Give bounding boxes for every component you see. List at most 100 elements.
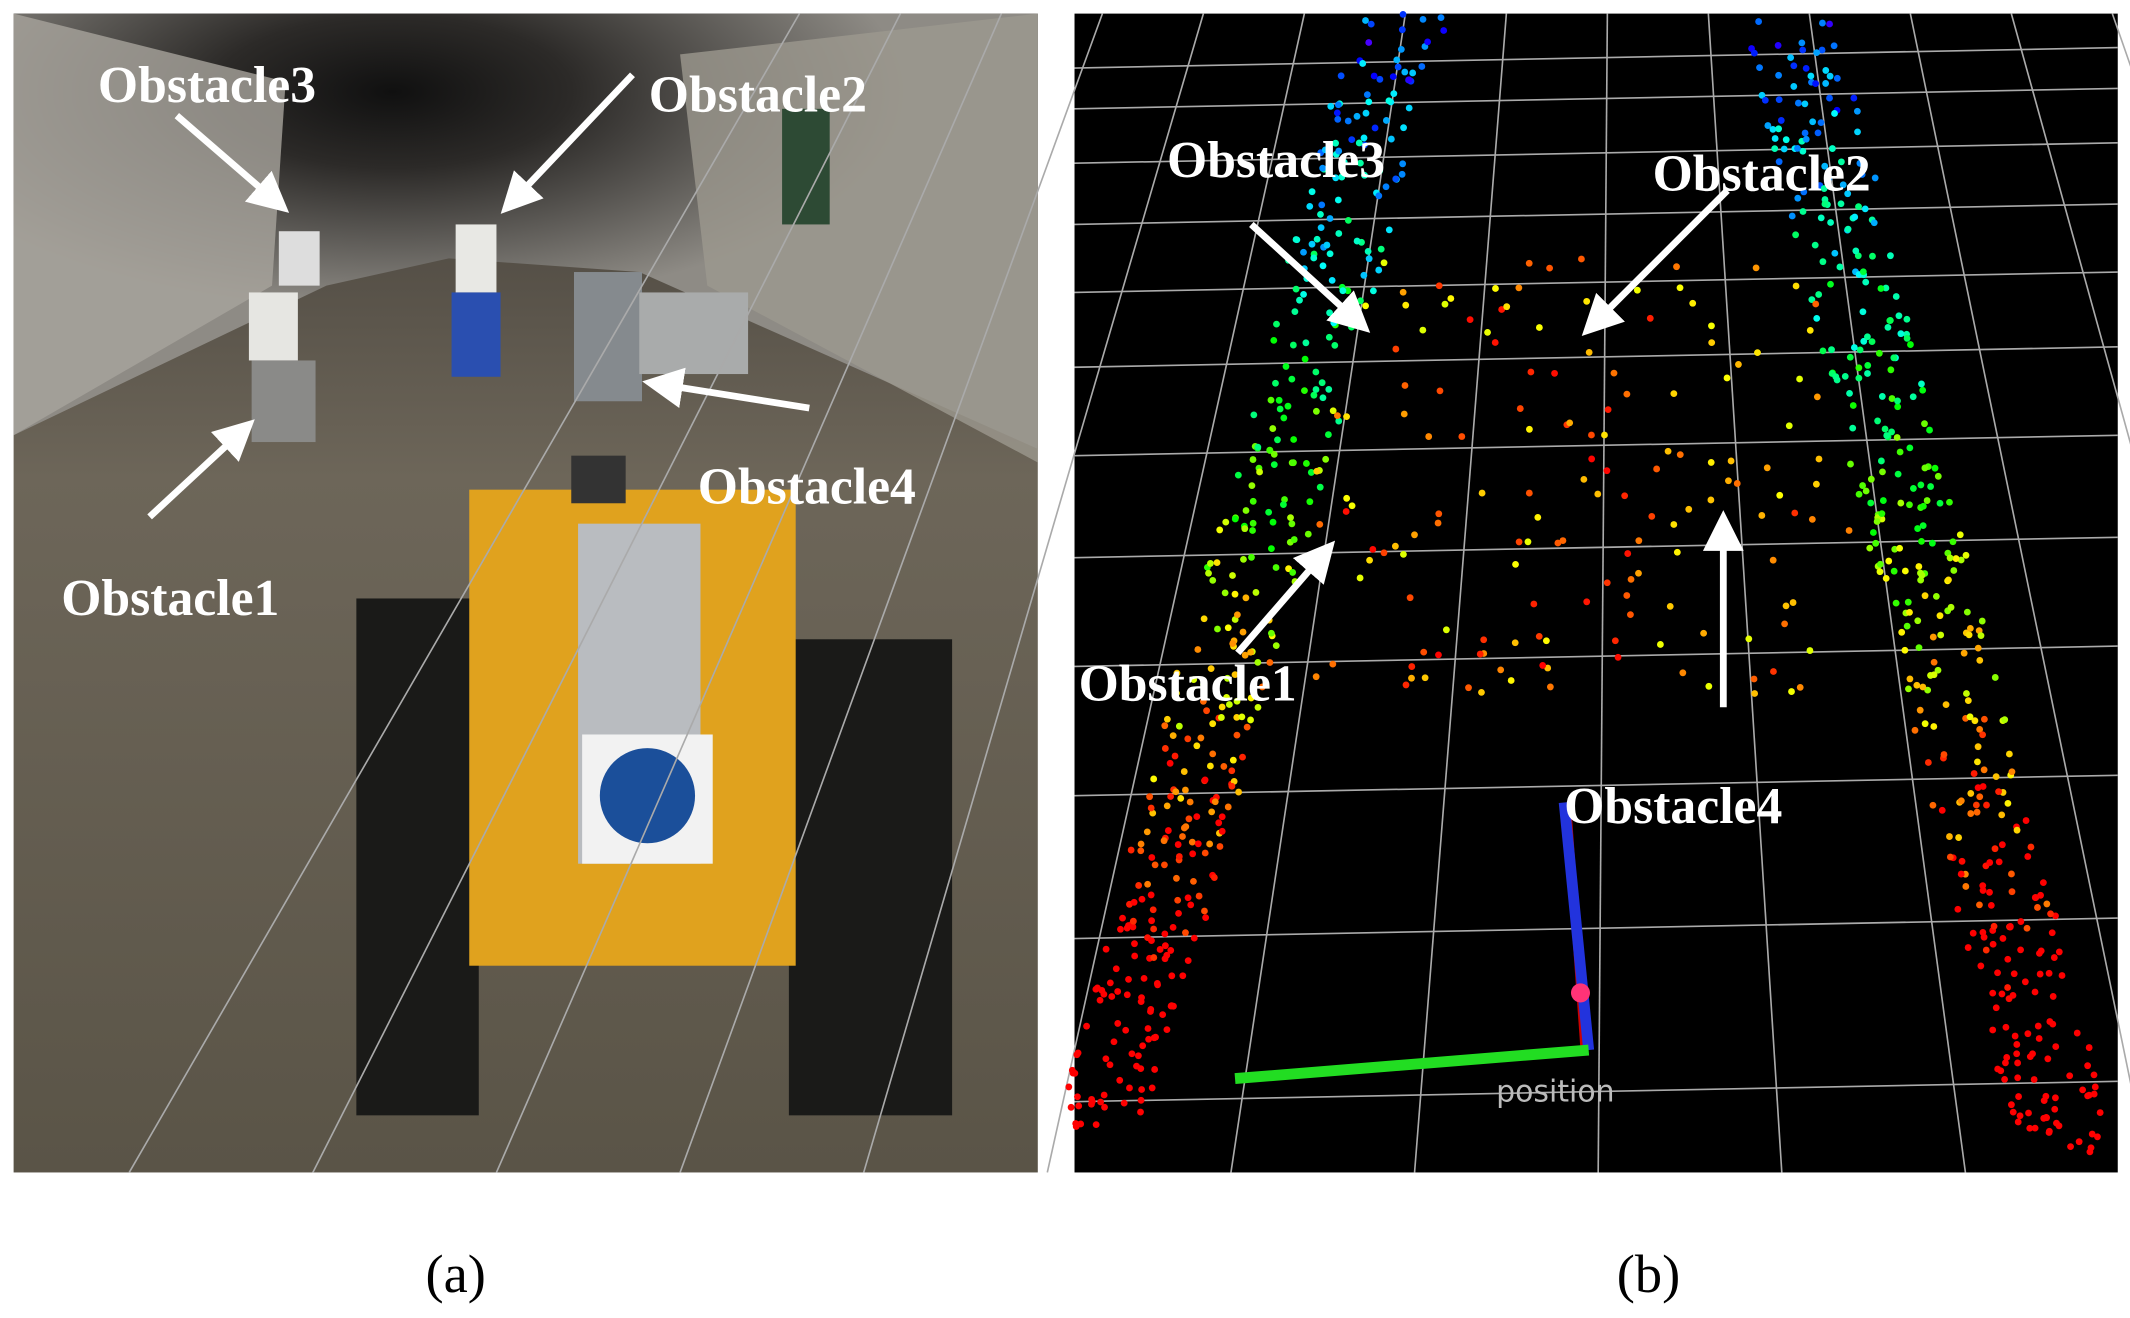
point — [1990, 922, 1998, 930]
point — [1344, 117, 1352, 125]
point — [1308, 240, 1316, 248]
point — [1319, 164, 1327, 172]
point — [1397, 45, 1405, 53]
point — [1374, 147, 1382, 155]
point — [1274, 436, 1281, 444]
point — [1821, 200, 1829, 208]
point — [1360, 271, 1368, 279]
point — [1967, 790, 1975, 797]
point — [1670, 390, 1678, 398]
point — [2009, 1108, 2017, 1116]
point — [1879, 497, 1887, 504]
point — [1898, 628, 1906, 636]
point — [2002, 1059, 2009, 1067]
point — [1340, 158, 1348, 166]
point — [1122, 1026, 1130, 1034]
point — [1327, 102, 1335, 110]
point — [1859, 268, 1867, 276]
point — [1969, 929, 1977, 937]
grid-line — [1074, 774, 2118, 797]
point — [1242, 594, 1250, 602]
grid-line — [1413, 13, 1508, 1173]
point — [1524, 538, 1532, 546]
point — [1363, 91, 1371, 99]
point — [2014, 1059, 2022, 1067]
point — [1627, 611, 1634, 619]
point — [1867, 499, 1875, 507]
point — [1399, 288, 1407, 296]
point — [2058, 972, 2066, 979]
point — [1583, 297, 1591, 305]
point — [1580, 476, 1588, 483]
point — [1755, 18, 1763, 25]
point — [1211, 798, 1219, 806]
point — [1987, 901, 1995, 909]
point — [1945, 576, 1952, 584]
point — [1673, 263, 1680, 271]
point — [1906, 444, 1914, 452]
point — [1203, 707, 1210, 715]
point — [1923, 497, 1931, 504]
point — [1855, 374, 1863, 382]
point-cloud-panel — [128, 10, 2130, 1173]
point — [1791, 509, 1799, 517]
point — [1376, 75, 1384, 83]
annotation: Obstacle1 — [61, 570, 279, 627]
point — [1954, 905, 1962, 913]
point — [1356, 574, 1364, 582]
point — [1484, 328, 1491, 336]
point — [1334, 412, 1341, 420]
point — [1876, 568, 1884, 576]
point — [1708, 339, 1716, 347]
point — [1166, 759, 1174, 767]
point — [1186, 798, 1194, 806]
point — [1164, 827, 1172, 834]
point — [1530, 600, 1538, 608]
point — [1316, 483, 1324, 491]
point — [1801, 129, 1809, 137]
point — [1679, 669, 1687, 677]
point — [1401, 68, 1409, 76]
point — [1249, 456, 1257, 463]
point — [1144, 880, 1152, 888]
grid-line — [1597, 13, 1609, 1173]
point — [1357, 297, 1364, 305]
point — [1846, 389, 1853, 397]
point — [1465, 684, 1472, 692]
point — [1781, 620, 1789, 628]
point — [1790, 62, 1798, 70]
point — [1292, 285, 1300, 293]
point — [1221, 589, 1229, 597]
point — [1914, 525, 1922, 532]
point — [1819, 347, 1827, 355]
point — [1914, 617, 1922, 625]
point — [1100, 1091, 1108, 1099]
point — [1559, 537, 1567, 544]
point — [1310, 254, 1318, 262]
point — [1735, 361, 1742, 368]
point — [1207, 560, 1214, 567]
point — [2004, 799, 2012, 807]
point — [1402, 681, 1410, 689]
point — [1974, 644, 1982, 652]
point — [1621, 492, 1629, 500]
point — [1689, 299, 1697, 307]
point — [1131, 940, 1138, 948]
point — [1966, 625, 1974, 632]
point — [1125, 975, 1132, 983]
point — [1153, 979, 1161, 987]
point — [1952, 555, 1960, 562]
point — [1247, 694, 1255, 702]
point — [1918, 380, 1925, 388]
point — [1074, 1093, 1081, 1101]
point — [1930, 671, 1938, 679]
point — [1812, 300, 1820, 308]
point — [1167, 793, 1175, 800]
point — [2001, 716, 2009, 724]
point — [1137, 847, 1145, 855]
point — [1233, 713, 1241, 721]
point — [1128, 1050, 1136, 1058]
point — [1974, 784, 1982, 792]
point — [1917, 569, 1924, 577]
point — [1399, 10, 1407, 18]
